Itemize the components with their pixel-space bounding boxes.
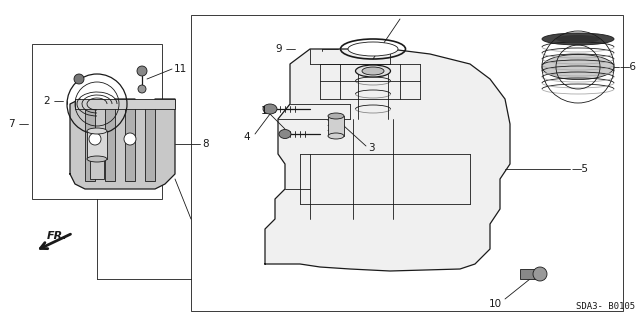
Text: 4: 4 bbox=[243, 132, 250, 142]
Ellipse shape bbox=[87, 128, 107, 134]
Circle shape bbox=[74, 74, 84, 84]
Ellipse shape bbox=[348, 42, 398, 56]
Bar bbox=[87, 131, 107, 159]
Text: 1: 1 bbox=[260, 106, 267, 116]
Text: 8: 8 bbox=[202, 139, 209, 149]
Bar bbox=[85, 104, 95, 181]
Ellipse shape bbox=[542, 33, 614, 45]
Text: 2 —: 2 — bbox=[44, 96, 64, 106]
Bar bbox=[105, 104, 115, 181]
Circle shape bbox=[137, 66, 147, 76]
Bar bbox=[90, 159, 104, 179]
Bar bbox=[145, 104, 155, 181]
Ellipse shape bbox=[263, 104, 277, 114]
Ellipse shape bbox=[328, 113, 344, 119]
Text: 9 —: 9 — bbox=[276, 44, 296, 54]
Circle shape bbox=[89, 133, 101, 145]
Ellipse shape bbox=[328, 133, 344, 139]
Text: —5: —5 bbox=[572, 164, 589, 174]
Bar bbox=[125, 104, 135, 181]
Text: 10: 10 bbox=[489, 299, 502, 309]
Text: SDA3- B0105: SDA3- B0105 bbox=[576, 302, 635, 311]
Polygon shape bbox=[70, 99, 175, 189]
Circle shape bbox=[124, 133, 136, 145]
Ellipse shape bbox=[87, 156, 107, 162]
Ellipse shape bbox=[556, 35, 600, 43]
Text: 11: 11 bbox=[174, 64, 188, 74]
Ellipse shape bbox=[362, 67, 384, 75]
Bar bbox=[520, 269, 540, 279]
Ellipse shape bbox=[279, 130, 291, 138]
Circle shape bbox=[533, 267, 547, 281]
Bar bbox=[75, 99, 175, 109]
Ellipse shape bbox=[542, 55, 614, 80]
Text: —6: —6 bbox=[619, 62, 636, 72]
Text: 3: 3 bbox=[368, 143, 374, 153]
Polygon shape bbox=[265, 49, 510, 271]
Bar bbox=[191, 15, 623, 311]
Bar bbox=[32, 44, 162, 199]
Circle shape bbox=[138, 85, 146, 93]
Text: FR.: FR. bbox=[47, 231, 67, 241]
Bar bbox=[328, 116, 344, 136]
Ellipse shape bbox=[355, 65, 390, 77]
Text: 7 —: 7 — bbox=[9, 119, 29, 129]
